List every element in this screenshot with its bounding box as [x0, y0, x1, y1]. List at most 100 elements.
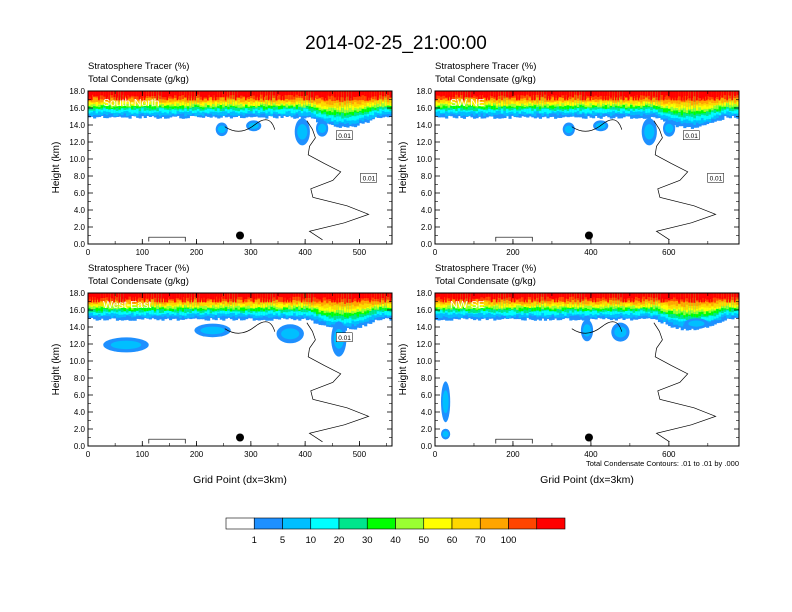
colorbar-label: 1 — [252, 535, 257, 546]
y-tick-label: 6.0 — [74, 189, 86, 198]
panel-title-tracer: Stratosphere Tracer (%) — [435, 61, 536, 72]
y-tick-label: 14.0 — [416, 323, 432, 332]
contour-label-box — [683, 130, 700, 140]
x-tick-label: 400 — [298, 248, 312, 257]
colorbar-label: 40 — [390, 535, 401, 546]
y-axis-label: Height (km) — [398, 142, 409, 194]
panel-label: West-East — [103, 299, 151, 311]
panel-title-condensate: Total Condensate (g/kg) — [435, 74, 536, 85]
condensate-contours — [495, 321, 717, 444]
contour-label-box — [336, 332, 353, 342]
y-tick-label: 18.0 — [416, 289, 432, 298]
panel-label: South-North — [103, 97, 160, 109]
x-tick-label: 100 — [136, 450, 150, 459]
x-tick-label: 500 — [353, 450, 367, 459]
y-axis-label: Height (km) — [51, 344, 62, 396]
panel-label: SW-NE — [450, 97, 485, 109]
panel-nw-se: Stratosphere Tracer (%) Total Condensate … — [398, 263, 740, 486]
y-tick-label: 10.0 — [69, 155, 85, 164]
y-tick-label: 4.0 — [421, 408, 433, 417]
y-tick-label: 0.0 — [74, 442, 86, 451]
y-tick-label: 0.0 — [421, 240, 433, 249]
condensate-contours — [148, 119, 370, 242]
y-tick-label: 6.0 — [421, 391, 433, 400]
y-tick-label: 6.0 — [421, 189, 433, 198]
panel-title-condensate: Total Condensate (g/kg) — [435, 276, 536, 287]
colorbar-swatch — [536, 517, 566, 530]
x-tick-label: 400 — [298, 450, 312, 459]
panel-title-condensate: Total Condensate (g/kg) — [88, 74, 189, 85]
panel-west-east: Stratosphere Tracer (%) Total Condensate … — [51, 263, 393, 486]
location-marker — [236, 231, 244, 240]
colorbar-swatch — [479, 517, 509, 530]
tracer-field: 0.01 — [88, 293, 392, 446]
y-tick-label: 10.0 — [416, 357, 432, 366]
contour-label: 0.01 — [685, 133, 698, 140]
x-tick-label: 500 — [353, 248, 367, 257]
figure-title: 2014-02-25_21:00:00 — [305, 33, 487, 54]
y-tick-label: 6.0 — [74, 391, 86, 400]
tracer-field — [435, 293, 739, 446]
y-tick-label: 10.0 — [416, 155, 432, 164]
y-tick-label: 4.0 — [74, 408, 86, 417]
y-tick-label: 12.0 — [416, 138, 432, 147]
x-tick-label: 200 — [506, 248, 520, 257]
y-tick-label: 8.0 — [74, 374, 86, 383]
y-tick-label: 12.0 — [69, 138, 85, 147]
colorbar: 1 5 10 20 30 40 50 60 70 100 — [225, 517, 566, 546]
location-marker — [584, 433, 593, 442]
colorbar-swatch — [366, 517, 396, 530]
tracer-field: 0.01 0.01 — [435, 91, 739, 244]
x-tick-label: 600 — [662, 450, 676, 459]
x-axis-label: Grid Point (dx=3km) — [540, 474, 634, 486]
contour-footnote: Total Condensate Contours: .01 to .01 by… — [586, 459, 739, 468]
x-tick-label: 300 — [244, 248, 258, 257]
y-tick-label: 14.0 — [69, 323, 85, 332]
panel-label: NW-SE — [450, 299, 485, 311]
contour-label: 0.01 — [363, 175, 376, 182]
y-tick-label: 18.0 — [69, 87, 85, 96]
panel-title-tracer: Stratosphere Tracer (%) — [88, 61, 189, 72]
colorbar-label: 60 — [447, 535, 458, 546]
y-tick-label: 2.0 — [421, 223, 433, 232]
y-tick-label: 4.0 — [74, 206, 86, 215]
colorbar-label: 5 — [280, 535, 285, 546]
y-tick-label: 16.0 — [69, 306, 85, 315]
panel-sw-ne: Stratosphere Tracer (%) Total Condensate … — [398, 61, 740, 257]
panel-title-tracer: Stratosphere Tracer (%) — [435, 263, 536, 274]
contour-label: 0.01 — [338, 335, 351, 342]
colorbar-swatch — [225, 517, 255, 530]
y-axis-label: Height (km) — [398, 344, 409, 396]
x-tick-label: 200 — [190, 248, 204, 257]
y-tick-label: 12.0 — [416, 340, 432, 349]
colorbar-label: 20 — [334, 535, 345, 546]
contour-label-box — [336, 130, 353, 140]
y-tick-label: 0.0 — [74, 240, 86, 249]
x-tick-label: 400 — [584, 450, 598, 459]
y-tick-label: 14.0 — [69, 121, 85, 130]
x-tick-label: 100 — [136, 248, 150, 257]
panel-title-tracer: Stratosphere Tracer (%) — [88, 263, 189, 274]
contour-label-box — [707, 173, 724, 183]
colorbar-swatch — [310, 517, 340, 530]
contour-label: 0.01 — [338, 133, 351, 140]
y-tick-label: 4.0 — [421, 206, 433, 215]
colorbar-label: 100 — [501, 535, 517, 546]
y-tick-label: 8.0 — [421, 172, 433, 181]
y-tick-label: 10.0 — [69, 357, 85, 366]
y-tick-label: 0.0 — [421, 442, 433, 451]
y-axis-label: Height (km) — [51, 142, 62, 194]
colorbar-swatch — [423, 517, 453, 530]
y-tick-label: 18.0 — [69, 289, 85, 298]
panel-title-condensate: Total Condensate (g/kg) — [88, 276, 189, 287]
colorbar-label: 30 — [362, 535, 373, 546]
y-tick-label: 8.0 — [421, 374, 433, 383]
colorbar-label: 50 — [419, 535, 430, 546]
y-tick-label: 16.0 — [416, 306, 432, 315]
y-tick-label: 14.0 — [416, 121, 432, 130]
y-tick-label: 18.0 — [416, 87, 432, 96]
condensate-contours — [148, 321, 370, 444]
y-tick-label: 16.0 — [416, 104, 432, 113]
y-tick-label: 2.0 — [421, 425, 433, 434]
